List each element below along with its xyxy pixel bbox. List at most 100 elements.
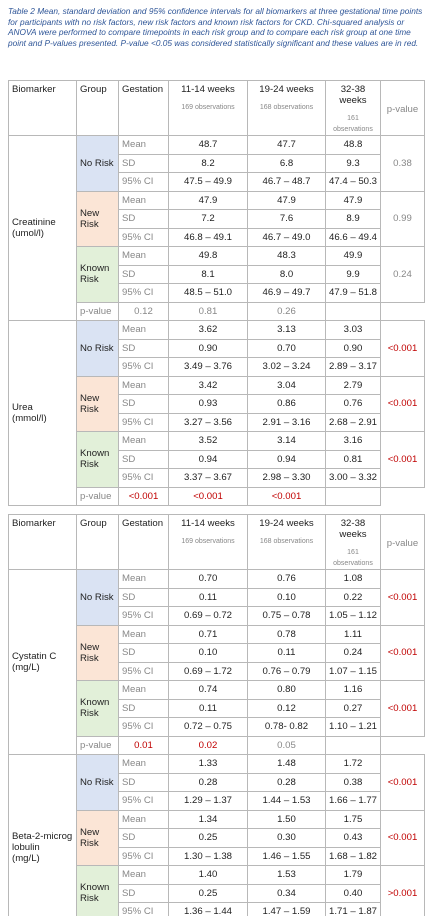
biomarker-cell: Beta-2-microglobulin (mg/L) bbox=[8, 754, 77, 916]
data-row: 95% CI 1.29 – 1.37 1.44 – 1.53 1.66 – 1.77 bbox=[9, 791, 425, 811]
value-cell: 0.43 bbox=[325, 828, 381, 848]
value-cell: 0.81 bbox=[325, 449, 381, 469]
data-row: Beta-2-microglobulin (mg/L) No Risk Mean 1.3… bbox=[8, 754, 425, 916]
statistic-label: 95% CI bbox=[118, 791, 169, 811]
statistic-label: Mean bbox=[118, 375, 169, 395]
period-observations: 161 observations bbox=[333, 549, 373, 567]
value-cell: 8.1 bbox=[168, 264, 248, 284]
statistic-label: 95% CI bbox=[118, 357, 169, 377]
statistic-label: Mean bbox=[118, 754, 169, 774]
value-cell: 0.76 – 0.79 bbox=[247, 661, 326, 681]
table-body: Biomarker Group Gestation 11-14 weeks 169 ob… bbox=[8, 80, 425, 506]
value-cell: 1.53 bbox=[247, 865, 326, 885]
period-weeks: 11-14 weeks bbox=[181, 84, 235, 95]
statistic-label: Mean bbox=[118, 320, 169, 340]
group-cell: No Risk bbox=[76, 135, 119, 192]
statistic-label: SD bbox=[118, 828, 169, 848]
value-cell: 1.68 – 1.82 bbox=[325, 846, 381, 866]
value-cell: 0.70 bbox=[247, 338, 326, 358]
data-table: Biomarker Group Gestation 11-14 weeks 169 ob… bbox=[8, 514, 425, 916]
caption: Table 2 Mean, standard deviation and 95%… bbox=[8, 6, 423, 48]
data-row: 95% CI 46.8 – 49.1 46.7 – 49.0 46.6 – 49.4 bbox=[9, 227, 425, 247]
header-row: Biomarker Group Gestation 11-14 weeks 169 ob… bbox=[8, 80, 425, 136]
p-value-cell: 0.24 bbox=[380, 246, 425, 303]
value-cell: 0.74 bbox=[168, 680, 248, 700]
statistic-label: 95% CI bbox=[118, 846, 169, 866]
biomarker-name: Cystatin C bbox=[12, 651, 57, 662]
biomarker-unit: (mmol/l) bbox=[12, 413, 47, 424]
statistic-label: 95% CI bbox=[118, 468, 169, 488]
group-cell: New Risk bbox=[76, 375, 119, 432]
biomarker-name: Beta-2-microglobulin bbox=[12, 830, 73, 853]
value-cell: 46.9 – 49.7 bbox=[247, 283, 326, 303]
value-cell: 0.11 bbox=[168, 698, 248, 718]
p-value-cell: 0.38 bbox=[380, 135, 425, 192]
value-cell: 0.10 bbox=[247, 587, 326, 607]
statistic-label: Mean bbox=[118, 865, 169, 885]
header-cell: 32-38 weeks 161 observations bbox=[325, 514, 381, 570]
statistic-label: Mean bbox=[118, 135, 169, 155]
value-cell: 9.9 bbox=[325, 264, 381, 284]
group-cell: No Risk bbox=[76, 569, 119, 626]
value-cell: 1.40 bbox=[168, 865, 248, 885]
biomarker-cell: Cystatin C (mg/L) bbox=[8, 569, 77, 755]
value-cell: 0.78- 0.82 bbox=[247, 717, 326, 737]
value-cell: 47.9 – 51.8 bbox=[325, 283, 381, 303]
data-row: SD 0.10 0.11 0.24 bbox=[9, 643, 425, 663]
value-cell: 0.80 bbox=[247, 680, 326, 700]
p-value-cell: <0.001 bbox=[168, 486, 248, 506]
group-cell: New Risk bbox=[76, 190, 119, 247]
value-cell: 0.11 bbox=[247, 643, 326, 663]
data-row: SD 0.28 0.28 0.38 bbox=[9, 772, 425, 792]
value-cell: 0.93 bbox=[168, 394, 248, 414]
period-weeks: 32-38 weeks bbox=[339, 84, 367, 106]
value-cell: 0.70 bbox=[168, 569, 248, 589]
value-cell: 0.25 bbox=[168, 828, 248, 848]
data-row: 95% CI 3.27 – 3.56 2.91 – 3.16 2.68 – 2.91 bbox=[9, 412, 425, 432]
tables: Biomarker Group Gestation 11-14 weeks 169 ob… bbox=[0, 80, 432, 916]
statistic-label: Mean bbox=[118, 246, 169, 266]
period-observations: 169 observations bbox=[181, 104, 235, 111]
value-cell: 0.34 bbox=[247, 883, 326, 903]
statistic-label: SD bbox=[118, 772, 169, 792]
data-row: New Risk Mean 47.9 47.9 47.9 0.99 bbox=[9, 190, 425, 247]
value-cell: 0.12 bbox=[247, 698, 326, 718]
value-cell: 3.04 bbox=[247, 375, 326, 395]
value-cell: 0.22 bbox=[325, 587, 381, 607]
group-cell: Known Risk bbox=[76, 246, 119, 303]
biomarker-unit: (mg/L) bbox=[12, 662, 40, 673]
data-row: New Risk Mean 3.42 3.04 2.79 <0.001 bbox=[9, 375, 425, 432]
data-row: 95% CI 3.37 – 3.67 2.98 – 3.30 3.00 – 3.32 bbox=[9, 468, 425, 488]
value-cell: 1.47 – 1.59 bbox=[247, 902, 326, 916]
p-value-label: p-value bbox=[76, 486, 119, 506]
statistic-label: SD bbox=[118, 643, 169, 663]
statistic-label: 95% CI bbox=[118, 606, 169, 626]
data-row: 95% CI 47.5 – 49.9 46.7 – 48.7 47.4 – 50.3 bbox=[9, 172, 425, 192]
biomarker-cell: Creatinine (umol/l) bbox=[8, 135, 77, 321]
value-cell: 47.9 bbox=[247, 190, 326, 210]
data-row: SD 0.11 0.10 0.22 bbox=[9, 587, 425, 607]
group-cell: No Risk bbox=[76, 320, 119, 377]
period-observations: 161 observations bbox=[333, 115, 373, 133]
value-cell: 1.05 – 1.12 bbox=[325, 606, 381, 626]
p-value-row: p-value 0.12 0.81 0.26 bbox=[9, 301, 425, 321]
page: Table 2 Mean, standard deviation and 95%… bbox=[0, 6, 432, 916]
value-cell: 3.42 bbox=[168, 375, 248, 395]
statistic-label: SD bbox=[118, 587, 169, 607]
value-cell: 46.6 – 49.4 bbox=[325, 227, 381, 247]
p-value-cell: <0.001 bbox=[118, 486, 169, 506]
data-row: SD 0.94 0.94 0.81 bbox=[9, 449, 425, 469]
data-row: Known Risk Mean 3.52 3.14 3.16 <0.001 bbox=[9, 431, 425, 488]
header-cell: 19-24 weeks 168 observations bbox=[247, 514, 326, 570]
data-table: Biomarker Group Gestation 11-14 weeks 169 ob… bbox=[8, 80, 425, 506]
value-cell: 47.9 bbox=[325, 190, 381, 210]
data-row: SD 7.2 7.6 8.9 bbox=[9, 209, 425, 229]
statistic-label: 95% CI bbox=[118, 717, 169, 737]
header-cell: Gestation bbox=[118, 80, 169, 136]
value-cell: 1.71 – 1.87 bbox=[325, 902, 381, 916]
value-cell: 3.14 bbox=[247, 431, 326, 451]
value-cell: 0.72 – 0.75 bbox=[168, 717, 248, 737]
value-cell: 7.6 bbox=[247, 209, 326, 229]
value-cell: 1.75 bbox=[325, 809, 381, 829]
value-cell: 0.38 bbox=[325, 772, 381, 792]
